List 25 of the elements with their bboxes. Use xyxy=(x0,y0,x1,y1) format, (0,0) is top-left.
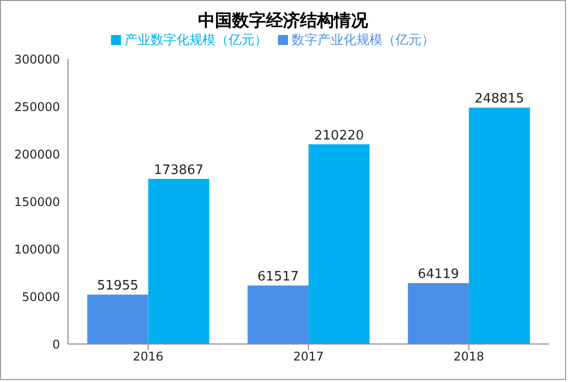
y-tick-label: 200000 xyxy=(14,147,60,162)
y-tick-label: 250000 xyxy=(14,100,60,114)
legend-label: 数字产业化规模（亿元） xyxy=(292,33,434,48)
y-tick-label: 50000 xyxy=(22,290,60,304)
y-tick-label: 150000 xyxy=(14,194,60,209)
y-tick-label: 300000 xyxy=(14,52,60,66)
bar xyxy=(408,283,469,344)
legend-label: 产业数字化规模（亿元） xyxy=(124,33,268,48)
data-label: 210220 xyxy=(314,128,364,144)
bar xyxy=(248,286,309,344)
bar xyxy=(148,178,210,344)
chart-title: 中国数字经济结构情况 xyxy=(197,10,369,32)
data-label: 173867 xyxy=(154,162,204,178)
data-label: 64119 xyxy=(418,267,460,282)
x-tick-label: 2016 xyxy=(132,350,164,364)
data-label: 248815 xyxy=(474,92,524,107)
x-tick-label: 2018 xyxy=(454,350,484,364)
x-tick-label: 2017 xyxy=(293,350,324,364)
data-label: 61517 xyxy=(257,270,299,285)
bar xyxy=(468,108,530,344)
y-tick-label: 100000 xyxy=(14,242,60,256)
bar xyxy=(87,294,148,344)
data-label: 51955 xyxy=(97,278,138,294)
y-tick-label: 0 xyxy=(52,337,60,352)
bar xyxy=(308,144,370,344)
